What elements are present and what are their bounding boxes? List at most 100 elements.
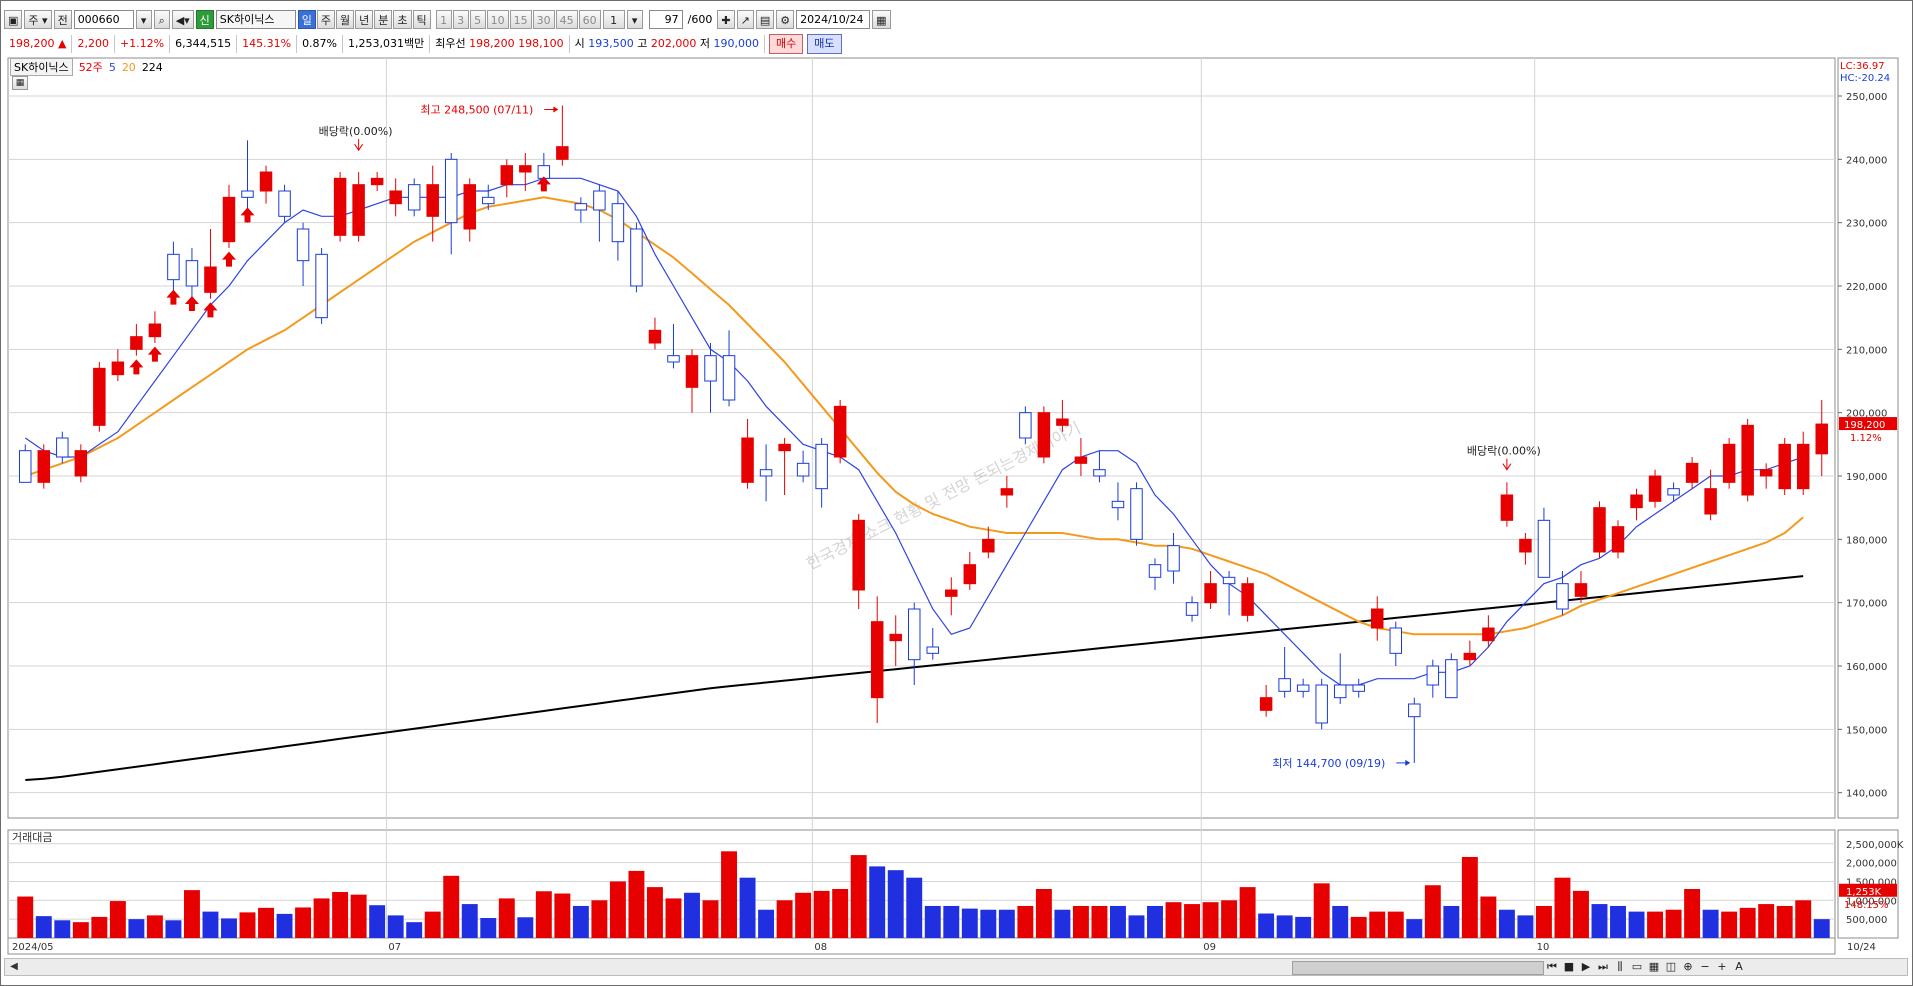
candle-body (1593, 507, 1606, 553)
legend-ma224[interactable]: 224 (141, 60, 163, 74)
split-icon[interactable]: ◫ (1665, 960, 1677, 973)
interval-tab-10[interactable]: 10 (486, 9, 509, 29)
candle-body (1500, 494, 1514, 521)
interval-tab-15[interactable]: 15 (509, 9, 532, 29)
stock-code-input[interactable]: 000660 (73, 9, 134, 29)
signal-up-arrow (147, 346, 162, 362)
dropdown-icon[interactable]: ▾ (135, 9, 152, 29)
period-tab-3[interactable]: 년 (355, 9, 374, 29)
nav-stop-icon[interactable]: ■ (1563, 960, 1575, 973)
speaker-icon[interactable]: ◀▾ (171, 9, 194, 29)
period-tab-5[interactable]: 초 (393, 9, 412, 29)
volume-last-pct: 148.15% (1844, 900, 1889, 911)
buy-button[interactable]: 매수 (769, 34, 804, 54)
candle-body (111, 361, 125, 376)
volume-bar (572, 905, 589, 938)
date-input[interactable]: 2024/10/24 (796, 9, 871, 29)
volume-bar (832, 889, 849, 938)
candle-body (926, 646, 940, 654)
crosshair-icon[interactable]: ✚ (717, 9, 735, 29)
y-tick-label: 250,000 (1846, 92, 1887, 103)
candle-body (370, 177, 384, 186)
interval-tab-45[interactable]: 45 (555, 9, 578, 29)
x-tick-label: 10/24 (1847, 942, 1876, 953)
nav-last-icon[interactable]: ⏭ (1598, 960, 1608, 973)
zoom-plus-icon[interactable]: + (1717, 960, 1727, 973)
font-size-icon[interactable]: A (1735, 960, 1743, 973)
candle-body (1315, 684, 1328, 724)
volume-bar (980, 909, 997, 938)
signal-up-arrow (203, 302, 218, 318)
sell-button[interactable]: 매도 (807, 34, 842, 54)
candle-body (1426, 665, 1440, 686)
interval-tab-5[interactable]: 5 (469, 9, 486, 29)
volume-bar (146, 915, 163, 938)
grid-icon[interactable]: ▦ (1648, 960, 1660, 973)
candle-body (685, 355, 699, 388)
candle-body (148, 323, 162, 338)
candle-body (1815, 423, 1828, 455)
save-icon[interactable]: ▤ (755, 9, 775, 29)
volume-bar (1461, 856, 1478, 938)
candle-body (56, 437, 69, 458)
volume-bar (165, 920, 182, 938)
y-tick-label: 160,000 (1846, 662, 1887, 673)
layout-icon[interactable]: ▭ (1631, 960, 1643, 973)
volume-bar (961, 908, 978, 938)
candle-body (574, 203, 588, 211)
interval-value-field[interactable]: 1 (602, 9, 625, 29)
volume-bar (1554, 877, 1571, 938)
search-icon[interactable]: ⌕ (153, 9, 170, 29)
x-tick-label: 08 (814, 942, 827, 953)
zoom-in-icon[interactable]: ⊕ (1683, 960, 1693, 973)
turnover-rate: 0.87% (297, 35, 344, 53)
y-tick-label: 170,000 (1846, 599, 1887, 610)
legend-52week[interactable]: 52주 (78, 61, 103, 74)
period-select[interactable]: 주 ▾ (24, 9, 52, 29)
volume-bar (1332, 905, 1349, 938)
candle-body (1074, 456, 1088, 464)
volume-bar (591, 900, 608, 938)
legend-stock-name[interactable]: SK하이닉스 (10, 58, 73, 76)
trend-icon[interactable]: ↗ (736, 9, 754, 29)
candle-body (1093, 469, 1106, 477)
interval-dropdown-icon[interactable]: ▾ (626, 9, 643, 29)
nav-first-icon[interactable]: ⏮ (1547, 960, 1557, 973)
zoom-bars-icon[interactable]: ⫼ (1617, 960, 1623, 973)
period-tab-6[interactable]: 틱 (412, 9, 431, 29)
scroll-left-icon[interactable]: ◀ (10, 961, 18, 972)
volume-bar (1165, 902, 1182, 938)
interval-tab-30[interactable]: 30 (532, 9, 555, 29)
jeon-button[interactable]: 전 (53, 9, 72, 29)
volume-bar (91, 916, 108, 938)
count-input[interactable]: 97 (648, 9, 683, 29)
volume-bar (1387, 911, 1404, 938)
volume-bar (1369, 911, 1386, 938)
volume-bar (1147, 905, 1163, 938)
window-menu-icon[interactable]: ▣ (4, 9, 23, 29)
volume-bar (350, 894, 367, 938)
table-icon[interactable]: ▦ (12, 76, 28, 90)
legend-ma20[interactable]: 20 (121, 60, 136, 74)
period-tab-0[interactable]: 일 (297, 9, 316, 29)
interval-tab-3[interactable]: 3 (452, 9, 469, 29)
calendar-icon[interactable]: ▦ (872, 9, 891, 29)
candle-body (167, 253, 180, 281)
interval-tab-1[interactable]: 1 (435, 9, 452, 29)
legend-ma5[interactable]: 5 (108, 60, 116, 74)
volume-bar (721, 851, 737, 938)
candle-body (833, 405, 847, 458)
scroll-thumb[interactable] (1292, 961, 1544, 975)
settings-gear-icon[interactable]: ⚙ (776, 9, 795, 29)
period-tab-4[interactable]: 분 (374, 9, 393, 29)
zoom-out-icon[interactable]: − (1700, 960, 1710, 973)
shin-badge[interactable]: 신 (195, 9, 214, 29)
period-tab-1[interactable]: 주 (316, 9, 336, 29)
interval-tab-60[interactable]: 60 (578, 9, 601, 29)
period-tab-2[interactable]: 월 (336, 9, 355, 29)
candle-body (500, 165, 514, 186)
horizontal-scrollbar[interactable]: ◀ ⏮ ■ ▶ ⏭ ⫼ ▭ ▦ ◫ ⊕ − + A (4, 958, 1908, 976)
nav-play-icon[interactable]: ▶ (1581, 960, 1591, 973)
